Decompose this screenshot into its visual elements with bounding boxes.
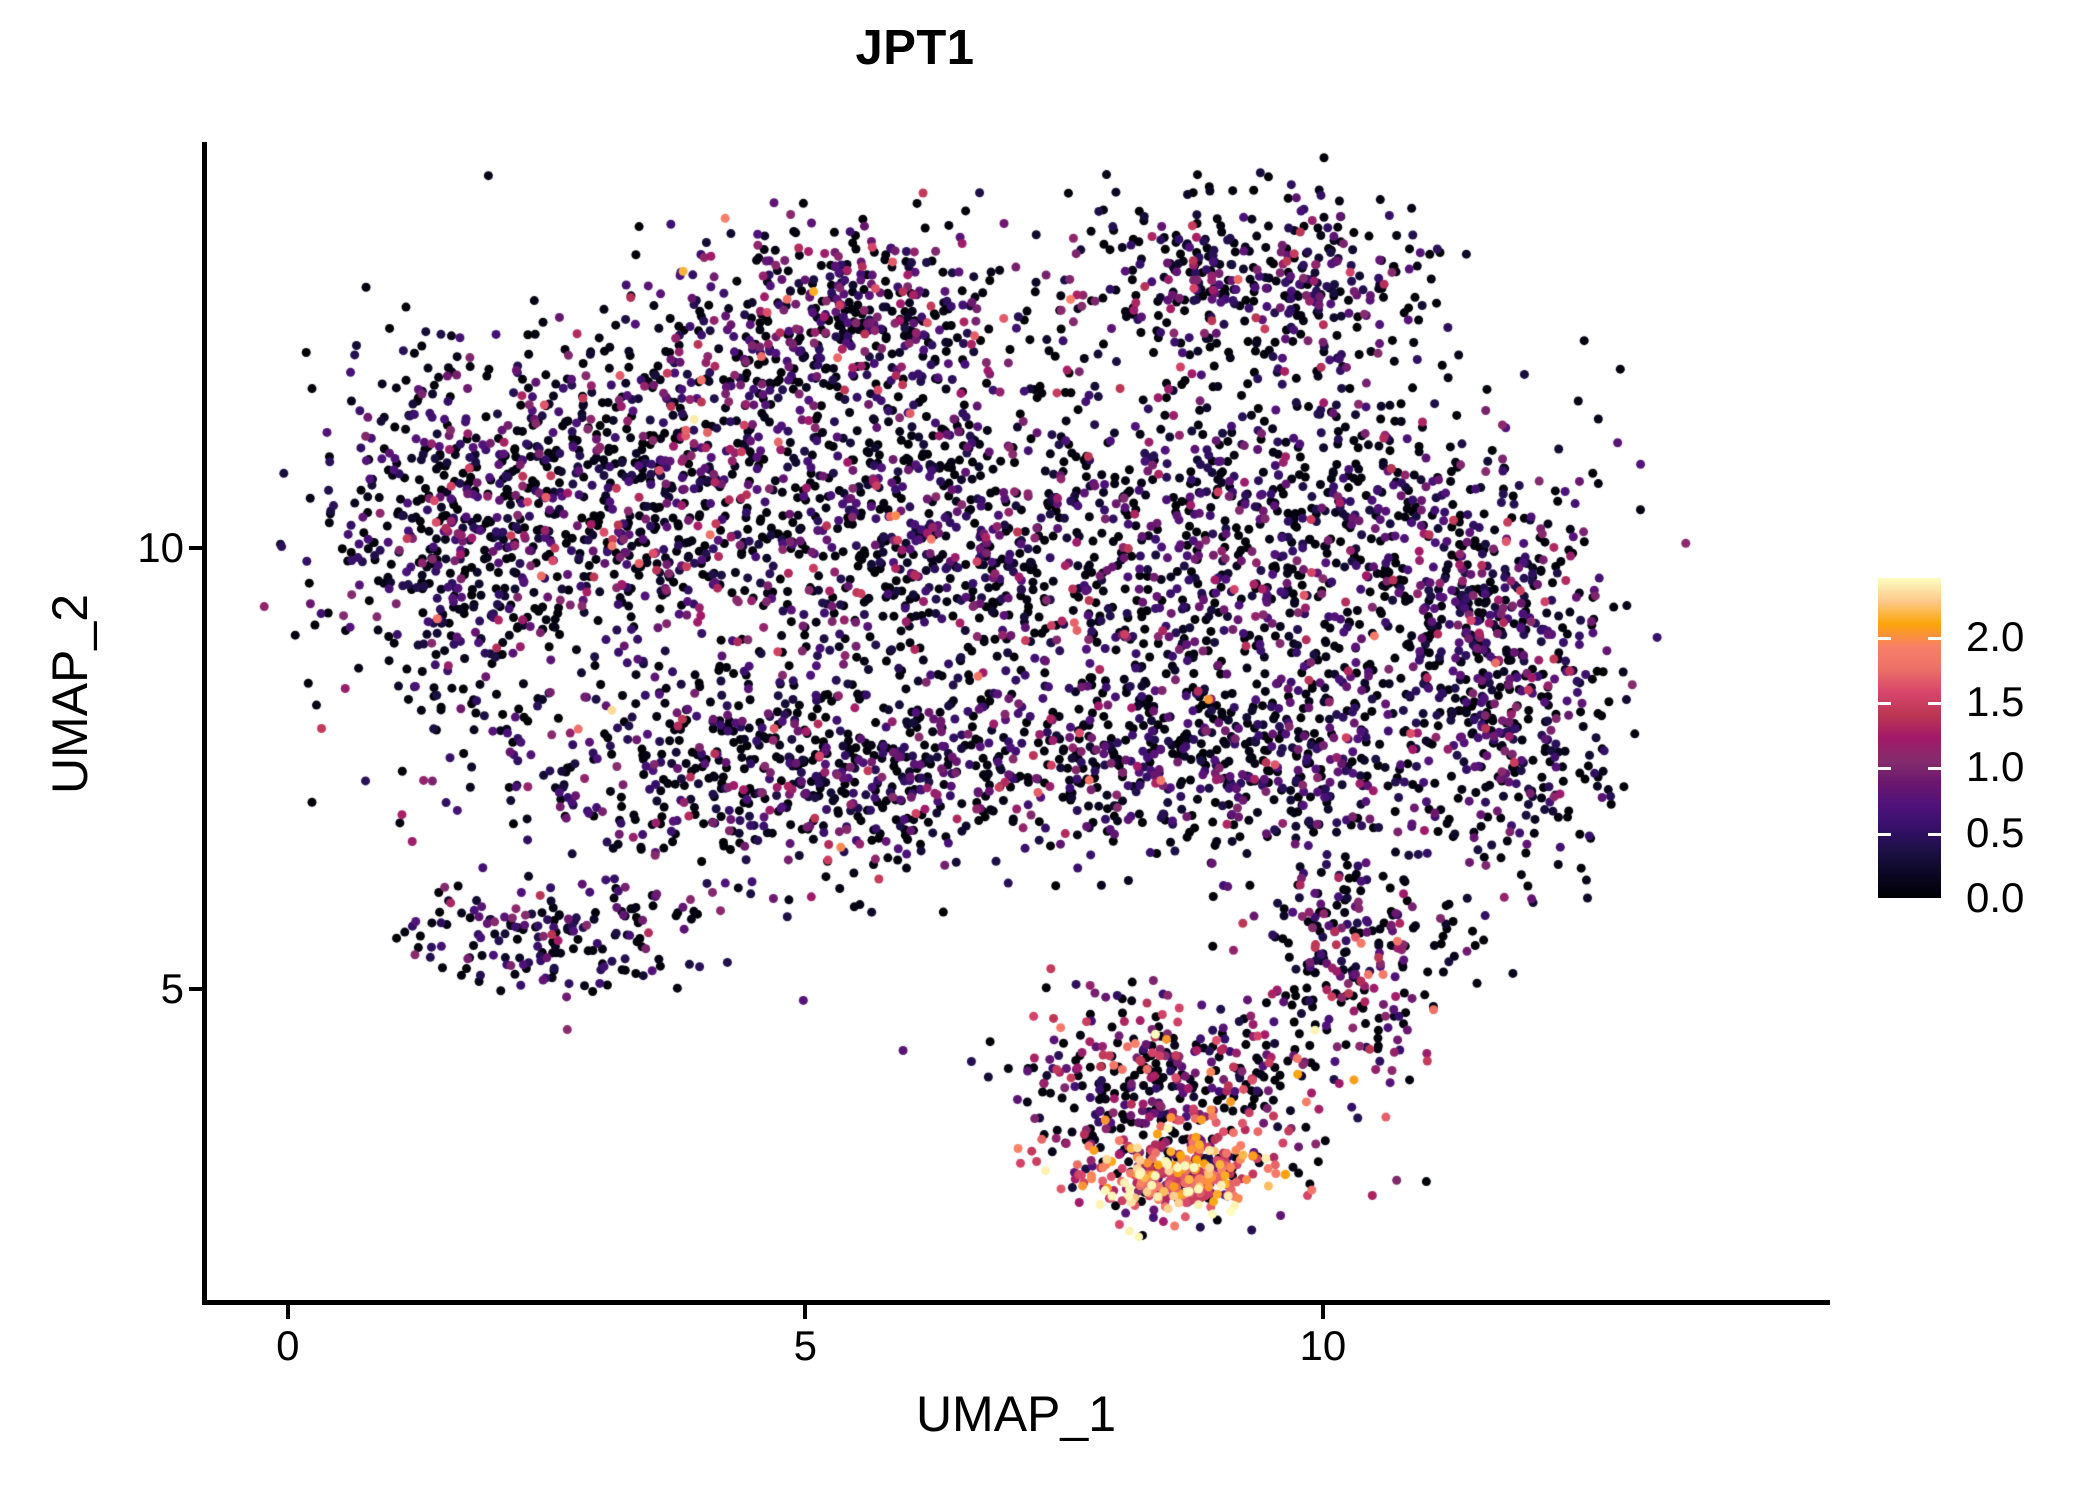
colorbar-label-1_0: 1.0 (1966, 743, 2025, 791)
colorbar-tick-1_5-left (1878, 702, 1891, 706)
colorbar-tick-0_0-right (1928, 898, 1941, 901)
colorbar-tick-0_0-left (1878, 898, 1891, 901)
page-title: JPT1 (855, 21, 975, 75)
x-axis-line (202, 1300, 1830, 1305)
x-tick-mark-5 (803, 1305, 808, 1319)
x-tick-label-5: 5 (793, 1322, 817, 1369)
colorbar-tick-1_0-right (1928, 767, 1941, 771)
y-axis-title: UMAP_2 (42, 593, 98, 795)
y-tick-label-5: 5 (160, 964, 184, 1012)
colorbar-tick-2_0-left (1878, 636, 1891, 640)
y-tick-mark-5 (189, 986, 203, 991)
x-tick-mark-0 (285, 1305, 290, 1319)
colorbar-tick-1_0-left (1878, 767, 1891, 771)
x-tick-label-0: 0 (276, 1322, 300, 1369)
scatter-plot-canvas (205, 142, 1830, 1302)
y-axis-line (202, 142, 207, 1305)
colorbar-tick-0_5-right (1928, 832, 1941, 836)
color-legend: 2.0 1.5 1.0 0.5 0.0 (1878, 578, 2078, 921)
colorbar-tick-0_5-left (1878, 832, 1891, 836)
colorbar-label-1_5: 1.5 (1966, 678, 2025, 726)
x-tick-label-10: 10 (1299, 1322, 1347, 1369)
x-tick-mark-10 (1320, 1305, 1325, 1319)
y-tick-mark-10 (189, 545, 203, 550)
colorbar-tick-2_0-right (1928, 636, 1941, 640)
colorbar-gradient (1878, 578, 1941, 898)
colorbar-label-0_5: 0.5 (1966, 808, 2025, 856)
colorbar-tick-1_5-right (1928, 702, 1941, 706)
x-axis-title: UMAP_1 (915, 1386, 1117, 1442)
colorbar-label-0_0: 0.0 (1966, 874, 2025, 921)
y-tick-label-10: 10 (137, 523, 184, 571)
colorbar-label-2_0: 2.0 (1966, 612, 2025, 660)
